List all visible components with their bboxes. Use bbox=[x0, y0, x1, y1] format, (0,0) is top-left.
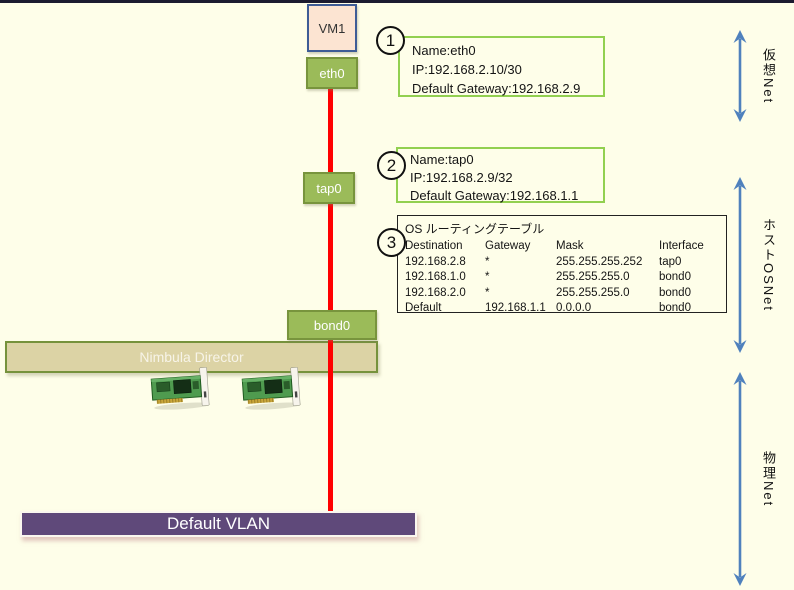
rt-cell: * bbox=[485, 286, 490, 299]
annotation-box-eth0: Name:eth0 IP:192.168.2.10/30 Default Gat… bbox=[398, 36, 605, 97]
circled-number-2: 2 bbox=[377, 151, 406, 180]
annotation-line: Name:eth0 bbox=[412, 43, 476, 58]
rt-cell: tap0 bbox=[659, 255, 682, 268]
eth0-node: eth0 bbox=[306, 57, 358, 89]
vm1-label: VM1 bbox=[318, 20, 346, 36]
network-link-line bbox=[328, 84, 333, 516]
rt-header-mask: Mask bbox=[556, 240, 584, 252]
top-border-line bbox=[0, 0, 794, 3]
rt-cell: 255.255.255.252 bbox=[556, 255, 643, 268]
double-headed-arrow-icon bbox=[732, 372, 748, 590]
annotation-line: IP:192.168.2.9/32 bbox=[410, 170, 513, 185]
eth0-label: eth0 bbox=[319, 65, 345, 81]
rt-cell: bond0 bbox=[659, 271, 691, 283]
vm1-node: VM1 bbox=[307, 4, 357, 52]
rt-cell: 255.255.255.0 bbox=[556, 286, 630, 299]
rt-cell: bond0 bbox=[659, 286, 691, 299]
rt-cell: * bbox=[485, 271, 490, 283]
rt-cell: bond0 bbox=[659, 302, 691, 314]
rt-header-gateway: Gateway bbox=[485, 240, 531, 252]
zone-label-host-os-net: ホストOSNet bbox=[761, 217, 776, 312]
zone-label-physical-net: 物理Net bbox=[761, 450, 776, 508]
tap0-label: tap0 bbox=[316, 180, 342, 196]
rt-header-interface: Interface bbox=[659, 240, 704, 252]
rt-cell: * bbox=[485, 255, 490, 268]
double-headed-arrow-icon bbox=[732, 30, 748, 127]
routing-table-box: OS ルーティングテーブル Destination Gateway Mask I… bbox=[397, 215, 727, 314]
rt-cell: 255.255.255.0 bbox=[556, 271, 630, 283]
default-vlan-bar: Default VLAN bbox=[20, 511, 417, 537]
annotation-line: Name:tap0 bbox=[410, 152, 474, 167]
tap0-node: tap0 bbox=[303, 172, 355, 204]
circled-number-3: 3 bbox=[377, 228, 406, 257]
zone-label-virtual-net: 仮想Net bbox=[761, 47, 776, 105]
rt-cell: 192.168.2.8 bbox=[405, 255, 466, 268]
nic-card-icon bbox=[240, 366, 308, 417]
nic-card-icon bbox=[149, 366, 217, 417]
bond0-label: bond0 bbox=[313, 317, 351, 333]
nimbula-director-bar: Nimbula Director bbox=[5, 341, 378, 373]
annotation-line: Default Gateway:192.168.2.9 bbox=[412, 81, 581, 96]
rt-cell: 0.0.0.0 bbox=[556, 302, 592, 314]
rt-cell: 192.168.1.0 bbox=[405, 271, 466, 283]
rt-cell: 192.168.2.0 bbox=[405, 286, 466, 299]
rt-cell: 192.168.1.1 bbox=[485, 302, 546, 314]
circled-number-1: 1 bbox=[376, 26, 405, 55]
bond0-node: bond0 bbox=[287, 310, 377, 340]
rt-cell: Default bbox=[405, 302, 442, 314]
double-headed-arrow-icon bbox=[732, 177, 748, 358]
nimbula-director-label: Nimbula Director bbox=[139, 349, 244, 365]
annotation-line: IP:192.168.2.10/30 bbox=[412, 62, 522, 77]
annotation-box-tap0: Name:tap0 IP:192.168.2.9/32 Default Gate… bbox=[396, 147, 605, 203]
routing-table: Destination Gateway Mask Interface 192.1… bbox=[405, 239, 726, 317]
circled-number-3-text: 3 bbox=[386, 232, 397, 252]
annotation-line: Default Gateway:192.168.1.1 bbox=[410, 188, 579, 203]
routing-table-title: OS ルーティングテーブル bbox=[405, 222, 545, 236]
default-vlan-label: Default VLAN bbox=[167, 514, 270, 533]
circled-number-1-text: 1 bbox=[385, 30, 396, 50]
rt-header-destination: Destination bbox=[405, 240, 463, 252]
circled-number-2-text: 2 bbox=[386, 155, 397, 175]
